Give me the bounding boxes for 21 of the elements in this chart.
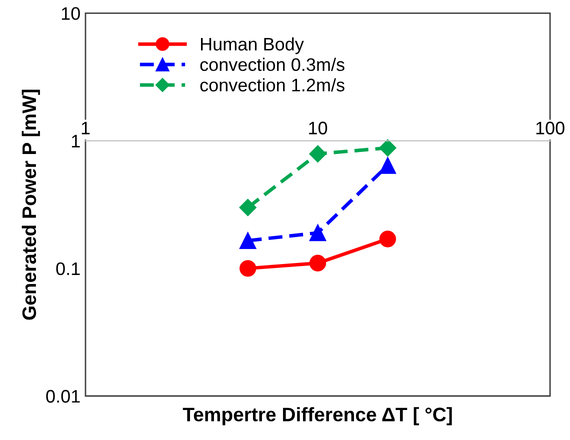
point <box>379 139 396 156</box>
point <box>309 145 326 162</box>
legend-label: convection 1.2m/s <box>200 78 344 92</box>
point <box>309 254 326 272</box>
legend-label: Human Body <box>201 37 304 54</box>
y-tick-label: 1 <box>72 134 80 148</box>
y-tick-label: 0.1 <box>56 262 80 276</box>
point <box>379 157 396 174</box>
point <box>240 260 256 277</box>
y-tick-label: 0.01 <box>46 390 80 403</box>
point <box>309 224 326 242</box>
y-axis-title: Generated Power P [mW] <box>22 90 40 320</box>
x-axis-title: Tempertre Difference ΔT [ °C] <box>182 407 452 426</box>
y-tick-label: 10 <box>62 7 80 20</box>
x-tick-label: 1 <box>82 122 90 134</box>
point <box>379 230 396 248</box>
x-tick-label: 100 <box>536 122 564 134</box>
x-tick-label: 10 <box>309 122 328 134</box>
point <box>239 198 256 216</box>
point <box>240 232 256 249</box>
legend-label: convection 0.3m/s <box>200 58 344 72</box>
